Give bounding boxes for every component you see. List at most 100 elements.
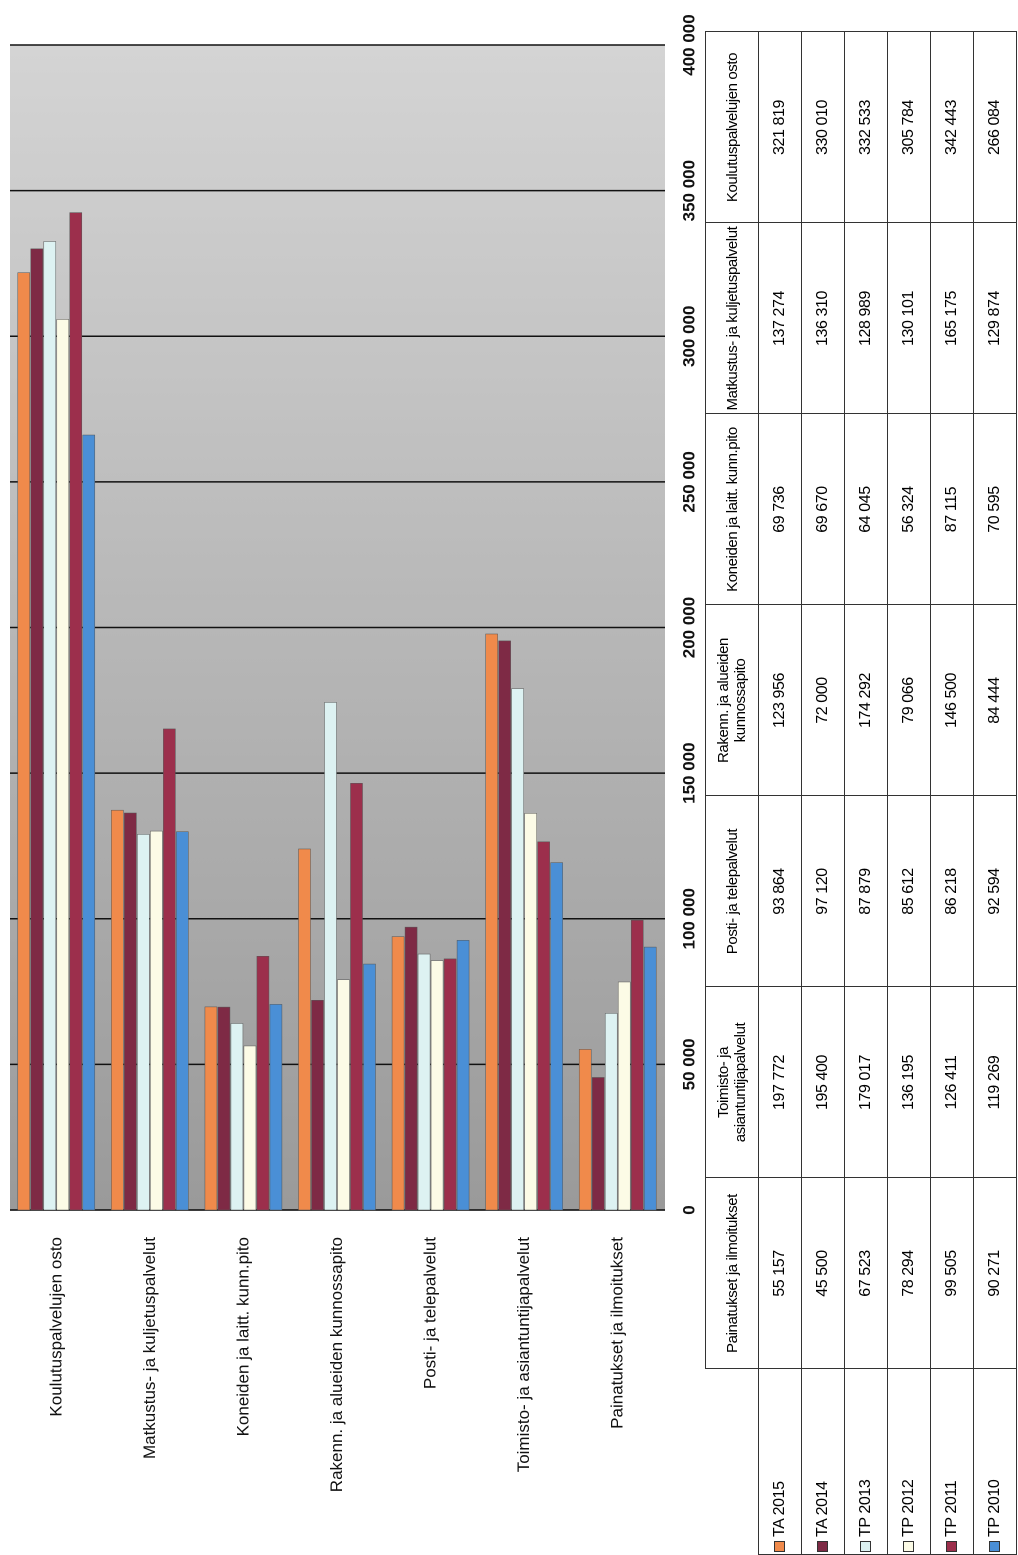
legend-label: TA 2015 bbox=[771, 1481, 788, 1537]
category-label: Toimisto- ja asiantuntijapalvelut bbox=[514, 1237, 533, 1473]
table-value: 92 594 bbox=[973, 796, 1017, 987]
tick-label: 50 000 bbox=[679, 1038, 698, 1090]
bar bbox=[30, 248, 44, 1211]
table-value: 99 505 bbox=[930, 1178, 974, 1369]
table-value: 136 310 bbox=[801, 223, 845, 414]
legend-swatch bbox=[860, 1541, 872, 1552]
table-header: Painatukset ja ilmoitukset Toimisto- ja a… bbox=[705, 32, 759, 1555]
table-value: 85 612 bbox=[887, 796, 931, 987]
column-header: Rakenn. ja alueiden kunnossapito bbox=[705, 605, 759, 796]
tick-label: 100 000 bbox=[679, 888, 698, 949]
table-row: TP 2013 67 523 179 017 87 879 174 292 64 045 1… bbox=[844, 32, 888, 1555]
tick-label: 400 000 bbox=[679, 14, 698, 75]
bar bbox=[17, 272, 31, 1211]
column-header: Painatukset ja ilmoitukset bbox=[705, 1178, 759, 1369]
table-value: 332 533 bbox=[844, 32, 888, 223]
column-header: Koulutuspalvelujen osto bbox=[705, 32, 759, 223]
bar bbox=[230, 1023, 244, 1211]
table-value: 342 443 bbox=[930, 32, 974, 223]
legend-cell: TP 2010 bbox=[973, 1369, 1017, 1555]
bar bbox=[456, 940, 470, 1211]
bar bbox=[443, 958, 457, 1211]
table-value: 321 819 bbox=[758, 32, 802, 223]
category-label: Matkustus- ja kuljetuspalvelut bbox=[140, 1237, 159, 1459]
table-value: 128 989 bbox=[844, 223, 888, 414]
table-value: 136 195 bbox=[887, 987, 931, 1178]
table-value: 67 523 bbox=[844, 1178, 888, 1369]
legend-cell: TA 2015 bbox=[758, 1369, 802, 1555]
table-value: 146 500 bbox=[930, 605, 974, 796]
bar bbox=[617, 981, 631, 1211]
table-value: 78 294 bbox=[887, 1178, 931, 1369]
bar bbox=[498, 640, 511, 1211]
bar bbox=[524, 813, 537, 1211]
tick-label: 200 000 bbox=[679, 597, 698, 658]
bar bbox=[256, 956, 270, 1211]
table-value: 55 157 bbox=[758, 1178, 802, 1369]
bar bbox=[537, 841, 550, 1211]
table-row: TA 2014 45 500 195 400 97 120 72 000 69 670 13… bbox=[801, 32, 845, 1555]
category-label: Painatukset ja ilmoitukset bbox=[608, 1237, 627, 1429]
bar bbox=[150, 830, 163, 1211]
category-label: Koulutuspalvelujen osto bbox=[46, 1237, 65, 1417]
data-table: Painatukset ja ilmoitukset Toimisto- ja a… bbox=[705, 32, 1017, 1555]
bar bbox=[578, 1049, 592, 1211]
table-value: 87 115 bbox=[930, 414, 974, 605]
table-value: 70 595 bbox=[973, 414, 1017, 605]
bar bbox=[550, 862, 563, 1211]
tick-label: 0 bbox=[679, 1205, 698, 1214]
bar bbox=[485, 633, 498, 1211]
table-row: TP 2011 99 505 126 411 86 218 146 500 87 115 1… bbox=[930, 32, 974, 1555]
legend-swatch bbox=[946, 1541, 958, 1552]
tick-label: 300 000 bbox=[679, 306, 698, 367]
table-value: 72 000 bbox=[801, 605, 845, 796]
bar bbox=[217, 1006, 231, 1211]
table-value: 86 218 bbox=[930, 796, 974, 987]
legend-swatch bbox=[817, 1541, 829, 1552]
table-value: 197 772 bbox=[758, 987, 802, 1178]
table-value: 93 864 bbox=[758, 796, 802, 987]
tick-label: 350 000 bbox=[679, 160, 698, 221]
legend-cell: TA 2014 bbox=[801, 1369, 845, 1555]
bar bbox=[337, 979, 350, 1211]
table-value: 97 120 bbox=[801, 796, 845, 987]
table-value: 330 010 bbox=[801, 32, 845, 223]
table-value: 45 500 bbox=[801, 1178, 845, 1369]
bar bbox=[311, 1000, 324, 1211]
bar bbox=[176, 831, 189, 1211]
table-value: 123 956 bbox=[758, 605, 802, 796]
category-label: Posti- ja telepalvelut bbox=[421, 1237, 440, 1389]
bar bbox=[350, 783, 363, 1211]
bar bbox=[69, 212, 83, 1211]
legend-cell: TP 2011 bbox=[930, 1369, 974, 1555]
legend-label: TP 2013 bbox=[857, 1479, 874, 1537]
legend-swatch bbox=[774, 1541, 786, 1552]
bar bbox=[404, 926, 418, 1211]
bar bbox=[163, 728, 176, 1211]
legend-cell: TP 2013 bbox=[844, 1369, 888, 1555]
bar bbox=[604, 1013, 618, 1211]
table-value: 179 017 bbox=[844, 987, 888, 1178]
table-value: 305 784 bbox=[887, 32, 931, 223]
bar bbox=[243, 1045, 257, 1211]
bar bbox=[298, 848, 311, 1211]
table-value: 79 066 bbox=[887, 605, 931, 796]
table-value: 69 736 bbox=[758, 414, 802, 605]
bar bbox=[204, 1006, 218, 1211]
table-row: TP 2010 90 271 119 269 92 594 84 444 70 595 12… bbox=[973, 32, 1017, 1555]
category-label: Koneiden ja laitt. kunn.pito bbox=[233, 1237, 252, 1436]
bar bbox=[137, 834, 150, 1211]
bar bbox=[124, 812, 137, 1211]
legend-cell: TP 2012 bbox=[887, 1369, 931, 1555]
table-value: 137 274 bbox=[758, 223, 802, 414]
legend-label: TP 2010 bbox=[986, 1479, 1003, 1537]
column-header: Toimisto- ja asiantuntijapalvelut bbox=[705, 987, 759, 1178]
table-value: 165 175 bbox=[930, 223, 974, 414]
column-header: Matkustus- ja kuljetuspalvelut bbox=[705, 223, 759, 414]
table-value: 174 292 bbox=[844, 605, 888, 796]
bar bbox=[324, 702, 337, 1211]
bar bbox=[269, 1004, 283, 1211]
table-value: 195 400 bbox=[801, 987, 845, 1178]
